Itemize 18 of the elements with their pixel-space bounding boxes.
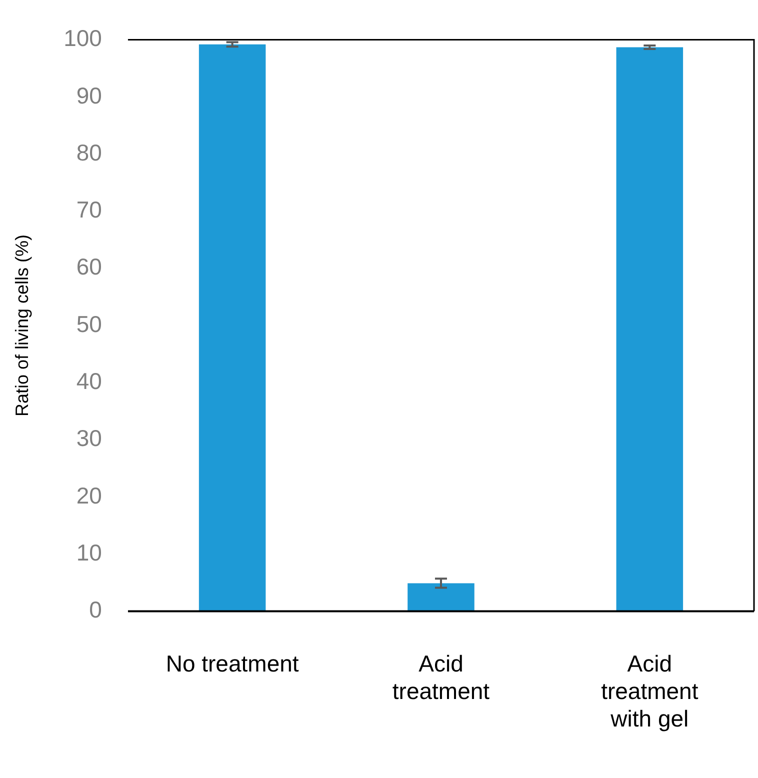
y-tick-label: 90: [76, 82, 102, 108]
y-tick-label: 40: [76, 368, 102, 394]
y-axis-title: Ratio of living cells (%): [12, 234, 32, 417]
bar: [198, 44, 266, 612]
y-tick-label: 30: [76, 425, 102, 452]
x-tick-label: Acid treatment: [392, 650, 490, 704]
y-tick-label: 70: [76, 196, 102, 223]
y-tick-label: 20: [76, 482, 102, 508]
y-tick-label: 100: [64, 25, 102, 52]
y-tick-label: 10: [76, 539, 102, 566]
y-tick-label: 80: [76, 139, 102, 166]
bar: [408, 583, 474, 612]
x-tick-label: No treatment: [166, 650, 300, 676]
x-tick-label: Acid treatment with gel: [601, 650, 699, 732]
y-tick-label: 50: [76, 310, 102, 337]
y-tick-label: 60: [76, 254, 102, 280]
y-tick-label: 0: [89, 596, 102, 623]
bar: [616, 47, 684, 612]
